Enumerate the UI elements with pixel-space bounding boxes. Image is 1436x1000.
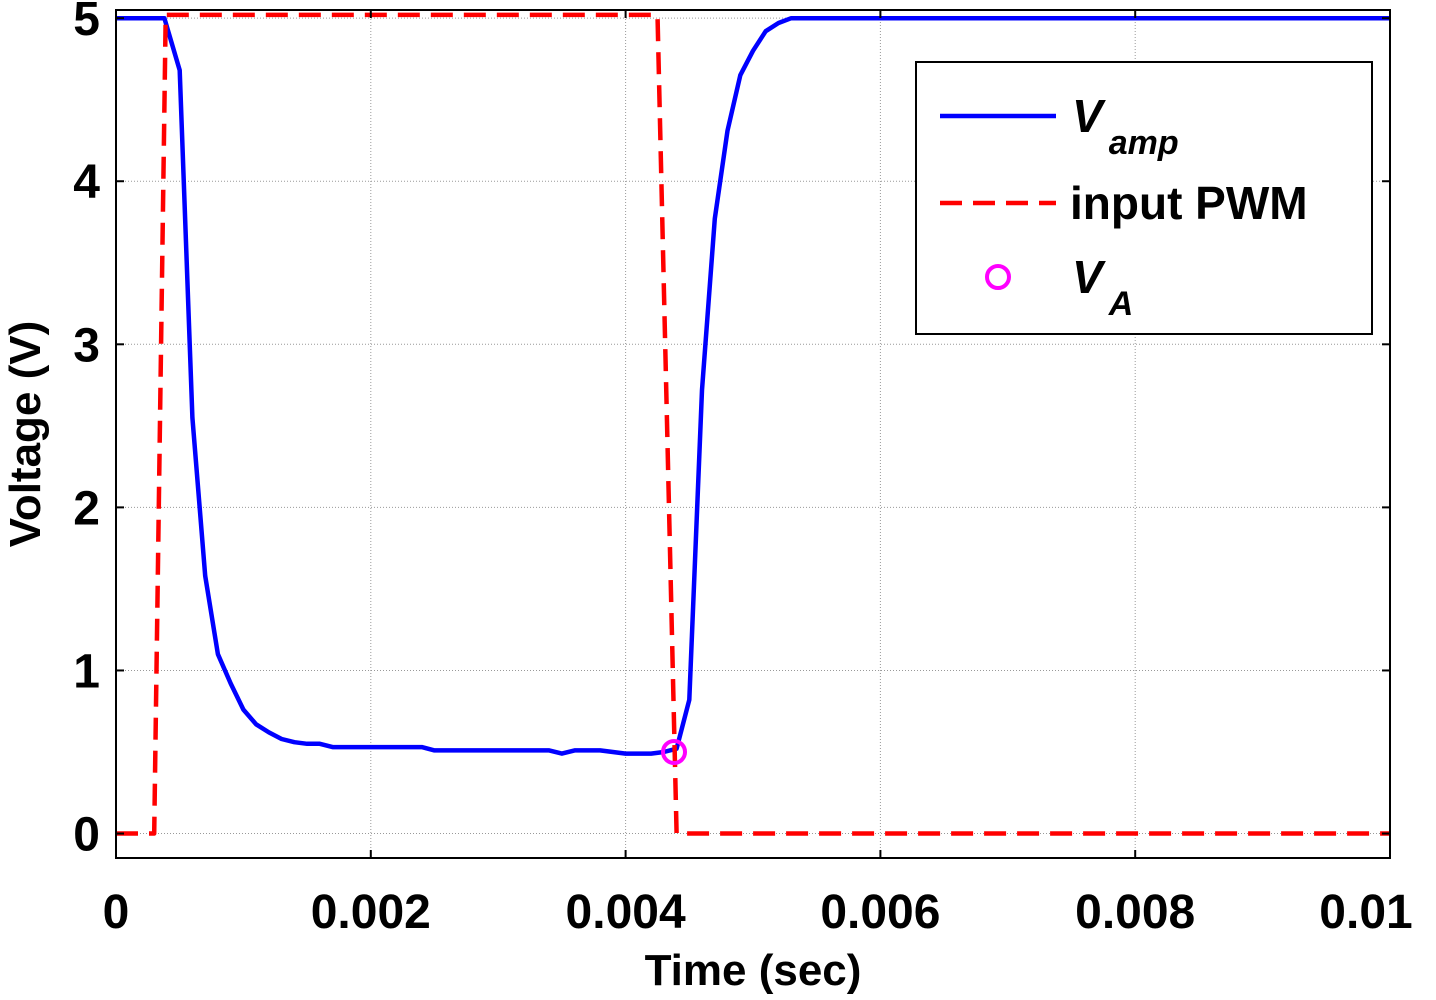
y-tick-label: 2 xyxy=(73,482,100,535)
x-tick-label: 0 xyxy=(103,886,130,939)
legend-label-main: V xyxy=(1072,251,1106,303)
axis-ticks: 0 0.002 0.004 0.006 0.008 0.01 0 1 2 3 4 5 xyxy=(73,0,1412,939)
legend-label-1: input PWM xyxy=(1070,177,1308,229)
legend-box xyxy=(915,61,1373,335)
x-tick-label: 0.004 xyxy=(566,886,686,939)
y-tick-label: 1 xyxy=(73,645,100,698)
x-tick-label: 0.002 xyxy=(311,886,431,939)
y-tick-label: 0 xyxy=(73,809,100,862)
x-tick-label: 0.006 xyxy=(820,886,940,939)
plot-series xyxy=(116,12,1390,836)
y-tick-label: 3 xyxy=(73,319,100,372)
x-axis-label: Time (sec) xyxy=(645,946,862,995)
vamp-series-line xyxy=(116,15,1390,756)
legend-label-2: VA xyxy=(1072,251,1133,323)
legend-label-0: Vamp xyxy=(1072,90,1179,162)
y-axis-label: Voltage (V) xyxy=(1,321,50,548)
legend-va-marker xyxy=(985,264,1011,290)
legend-label-main: V xyxy=(1072,90,1106,142)
x-tick-label: 0.008 xyxy=(1075,886,1195,939)
va-marker-point xyxy=(661,739,688,765)
legend-label-sub: amp xyxy=(1109,124,1179,162)
axes-box xyxy=(115,9,1391,859)
y-tick-label: 5 xyxy=(73,0,100,46)
y-tick-label: 4 xyxy=(73,156,100,209)
legend-label-sub: A xyxy=(1108,285,1134,323)
x-tick-label: 0.01 xyxy=(1319,886,1412,939)
pwm-series-line xyxy=(116,12,1390,836)
